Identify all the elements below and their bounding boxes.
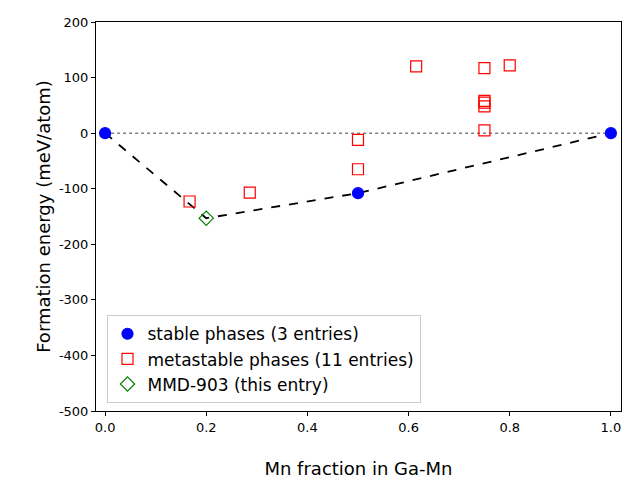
svg-text:Mn fraction in Ga-Mn: Mn fraction in Ga-Mn: [264, 458, 452, 479]
svg-text:Formation energy (meV/atom): Formation energy (meV/atom): [33, 80, 54, 353]
svg-text:0.4: 0.4: [297, 420, 318, 435]
svg-text:-500: -500: [59, 404, 89, 419]
svg-text:0.0: 0.0: [95, 420, 116, 435]
svg-text:0.8: 0.8: [499, 420, 520, 435]
svg-text:-100: -100: [59, 181, 89, 196]
svg-text:0.6: 0.6: [398, 420, 419, 435]
svg-text:-300: -300: [59, 292, 89, 307]
svg-text:-400: -400: [59, 348, 89, 363]
svg-text:200: 200: [64, 15, 89, 30]
svg-text:100: 100: [64, 70, 89, 85]
svg-text:stable phases (3 entries): stable phases (3 entries): [148, 324, 359, 344]
svg-text:0.2: 0.2: [196, 420, 217, 435]
svg-text:MMD-903 (this entry): MMD-903 (this entry): [148, 375, 329, 395]
svg-text:-200: -200: [59, 237, 89, 252]
svg-text:metastable phases (11 entries): metastable phases (11 entries): [148, 350, 414, 370]
svg-text:0: 0: [80, 126, 88, 141]
svg-text:1.0: 1.0: [601, 420, 622, 435]
